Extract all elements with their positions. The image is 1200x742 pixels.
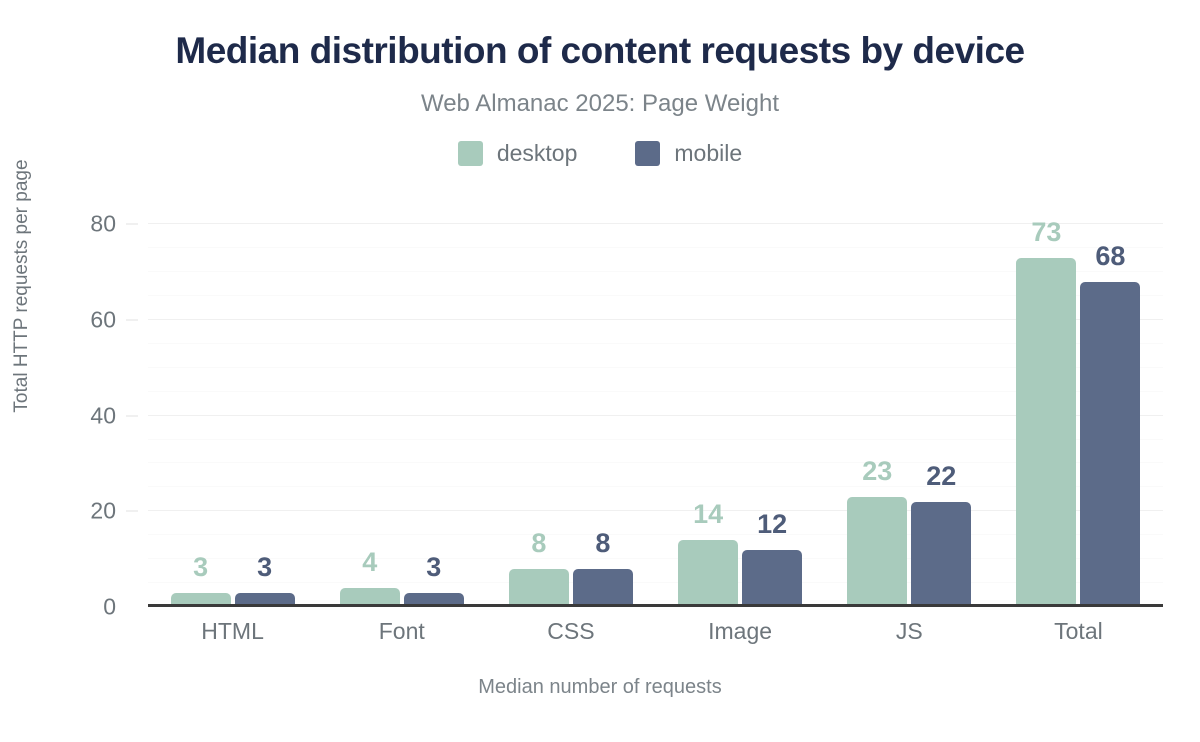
bar-slot-css-desktop: 8 xyxy=(508,205,569,607)
bar-slot-font-mobile: 3 xyxy=(403,205,464,607)
bar-slot-html-desktop: 3 xyxy=(170,205,231,607)
x-label-js: JS xyxy=(895,618,923,644)
bar-slot-js-desktop: 23 xyxy=(847,205,908,607)
bar-value-label: 23 xyxy=(862,455,893,486)
legend-swatch-desktop xyxy=(457,141,483,166)
bar-js-mobile[interactable] xyxy=(911,501,972,607)
bar-image-desktop[interactable] xyxy=(678,540,739,607)
bar-slot-css-mobile: 8 xyxy=(572,205,633,607)
bar-value-label: 3 xyxy=(426,551,442,582)
bar-font-desktop[interactable] xyxy=(339,587,400,607)
bar-value-label: 3 xyxy=(257,551,273,582)
bar-slot-html-mobile: 3 xyxy=(234,205,295,607)
bar-value-label: 8 xyxy=(595,527,611,558)
y-tick-label: 80 xyxy=(90,210,116,237)
x-label-html: HTML xyxy=(201,618,264,644)
y-tick-label: 0 xyxy=(103,593,116,620)
bar-value-label: 3 xyxy=(193,551,209,582)
bar-value-label: 8 xyxy=(531,527,547,558)
x-label-font: Font xyxy=(378,618,425,644)
y-axis-title: Total HTTP requests per page xyxy=(11,159,32,413)
x-axis-labels: HTML Font CSS Image JS Total xyxy=(148,618,1163,645)
bar-slot-font-desktop: 4 xyxy=(339,205,400,607)
y-tick-label: 60 xyxy=(90,306,116,333)
bar-image-mobile[interactable] xyxy=(742,549,803,607)
x-axis-baseline xyxy=(148,604,1163,607)
legend-label-desktop: desktop xyxy=(496,140,578,166)
bar-font-mobile[interactable] xyxy=(403,592,464,607)
bar-value-label: 22 xyxy=(926,460,957,491)
bar-group-js: 23 22 xyxy=(825,205,994,607)
x-label-css: CSS xyxy=(547,618,595,644)
bar-groups: 3 3 4 3 8 8 14 12 23 22 73 68 xyxy=(148,205,1163,607)
y-tick-mark xyxy=(126,415,138,417)
x-label-image: Image xyxy=(708,618,773,644)
bar-value-label: 14 xyxy=(693,499,724,529)
chart-legend: desktop mobile xyxy=(0,141,1200,166)
bar-html-mobile[interactable] xyxy=(234,592,295,607)
chart-subtitle: Web Almanac 2025: Page Weight xyxy=(420,90,779,117)
bar-css-mobile[interactable] xyxy=(572,568,633,607)
bar-slot-image-desktop: 14 xyxy=(678,205,739,607)
y-tick-mark xyxy=(126,319,138,321)
bar-total-mobile[interactable] xyxy=(1080,281,1141,607)
legend-item-desktop[interactable]: desktop xyxy=(457,140,578,166)
bar-total-desktop[interactable] xyxy=(1016,257,1077,607)
legend-item-mobile[interactable]: mobile xyxy=(635,141,742,166)
x-label-total: Total xyxy=(1054,618,1103,644)
bar-slot-total-desktop: 73 xyxy=(1016,205,1077,607)
legend-label-mobile: mobile xyxy=(674,140,743,166)
bar-slot-image-mobile: 12 xyxy=(742,205,803,607)
bar-group-total: 73 68 xyxy=(994,205,1163,607)
bar-js-desktop[interactable] xyxy=(847,496,908,607)
bar-value-label: 68 xyxy=(1095,240,1126,271)
bar-value-label: 73 xyxy=(1031,216,1062,247)
y-axis-ticks: 0 20 40 60 80 xyxy=(60,205,138,620)
bar-html-desktop[interactable] xyxy=(170,592,231,607)
y-tick-mark xyxy=(126,223,138,225)
x-axis-title: Median number of requests xyxy=(478,676,722,698)
bar-slot-total-mobile: 68 xyxy=(1080,205,1141,607)
legend-swatch-mobile xyxy=(635,141,661,166)
bar-group-image: 14 12 xyxy=(656,205,825,607)
bar-slot-js-mobile: 22 xyxy=(911,205,972,607)
chart-title: Median distribution of content requests … xyxy=(175,30,1025,71)
bar-css-desktop[interactable] xyxy=(508,568,569,607)
y-tick-mark xyxy=(126,510,138,512)
y-tick-label: 40 xyxy=(90,402,116,429)
bar-value-label: 4 xyxy=(362,546,378,577)
bar-value-label: 12 xyxy=(757,508,788,539)
y-tick-label: 20 xyxy=(90,497,116,524)
